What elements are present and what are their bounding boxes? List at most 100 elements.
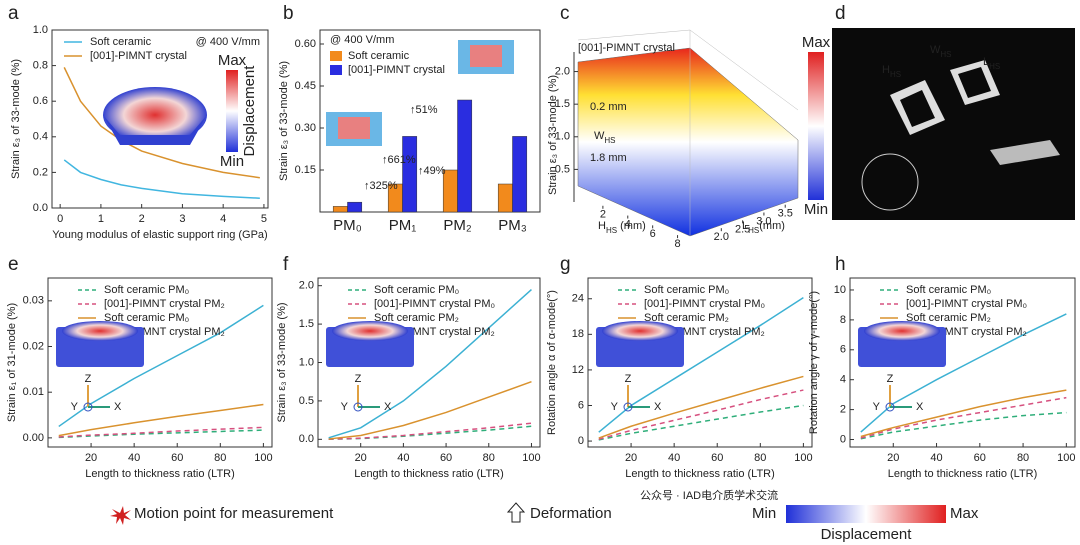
y-axis-label-sub: HS	[748, 226, 759, 235]
inset-axis-label: X	[654, 401, 662, 413]
inset-render	[338, 117, 370, 139]
x-tick-label: 40	[668, 452, 680, 464]
series-line	[58, 304, 264, 428]
inset-render	[103, 87, 207, 143]
inset-render	[864, 321, 940, 341]
footer-label: Displacement	[821, 526, 913, 543]
y-axis-label-tail: (mm)	[759, 220, 785, 232]
inset-axis	[353, 402, 363, 412]
colorbar-max: Max	[218, 52, 247, 69]
annotation: ↑51%	[410, 104, 438, 116]
z-tick-label: 0.5	[555, 163, 570, 175]
inset-axis-label: Y	[341, 401, 349, 413]
x-tick-label: 20	[887, 452, 899, 464]
x-tick-label: 100	[1057, 452, 1075, 464]
surface-box	[577, 29, 799, 236]
x-tick-label: 40	[930, 452, 942, 464]
series-line	[860, 389, 1067, 438]
y-tick-label: 0.01	[23, 386, 44, 398]
x-tick-label: 5	[261, 213, 267, 225]
axis-tick-label: 8	[674, 238, 680, 250]
note: @ 400 V/mm	[330, 34, 394, 46]
y-tick-label: 0	[578, 435, 584, 447]
x-axis-label-tail: (mm)	[617, 220, 646, 232]
x-tick-label: 20	[355, 452, 367, 464]
series-line	[860, 411, 1067, 440]
series-line	[328, 288, 532, 439]
y-tick-label: 2.0	[299, 280, 314, 292]
x-tick-label: 0	[57, 213, 63, 225]
x-tick-label: 80	[214, 452, 226, 464]
photo-label-sub: HS	[989, 62, 1000, 71]
watermark: 公众号 · IAD电介质学术交流	[640, 488, 778, 502]
inset-render	[62, 321, 138, 341]
legend-swatch	[330, 51, 342, 61]
axis-tick-label: 2.0	[714, 231, 729, 243]
x-axis-label: HHS (mm)	[598, 220, 646, 235]
inset-axis	[885, 402, 895, 412]
x-tick-label: 100	[522, 452, 540, 464]
legend-label: [001]-PIMNT crystal	[348, 64, 445, 76]
plot-frame	[849, 277, 1076, 448]
annotation: WHS	[594, 130, 616, 145]
legend-label: Soft ceramic PM₂	[374, 312, 459, 324]
annotation-main: W	[594, 130, 605, 142]
panel-letter: g	[560, 254, 571, 275]
x-tick-label: 60	[974, 452, 986, 464]
x-tick-label: 40	[128, 452, 140, 464]
x-tick-label: 60	[711, 452, 723, 464]
footer-label: Deformation	[530, 505, 612, 522]
x-tick-label: 80	[1017, 452, 1029, 464]
x-tick-label: PM₃	[498, 217, 527, 234]
inset-axis-label: Z	[355, 373, 362, 385]
y-tick-label: 1.5	[299, 318, 314, 330]
panel-letter: h	[835, 254, 846, 275]
y-tick-label: 4	[840, 374, 846, 386]
y-tick-label: 0.60	[295, 38, 316, 50]
y-tick-label: 0.2	[33, 166, 48, 178]
y-tick-label: 24	[572, 293, 584, 305]
series-line	[598, 389, 804, 441]
series-line	[328, 380, 532, 440]
axis-tick-label: 4	[625, 218, 631, 230]
photo-label-sub: HS	[940, 50, 951, 59]
colorbar	[226, 70, 238, 152]
x-tick-label: PM₀	[333, 217, 362, 234]
y-tick-label: 6	[840, 344, 846, 356]
photo-label-main: H	[882, 64, 890, 76]
x-axis-label: Length to thickness ratio (LTR)	[85, 468, 235, 480]
y-axis-label: LHS(mm)	[742, 220, 785, 235]
photo-label: WHS	[930, 44, 952, 59]
y-tick-label: 0.8	[33, 60, 48, 72]
axis-tick-label: 3.0	[756, 215, 771, 227]
motion-star	[110, 506, 131, 525]
y-axis-label: Strain ε₃ of 33-mode (%)	[278, 61, 290, 181]
series-line	[598, 375, 804, 439]
inset-axis	[623, 402, 633, 412]
annotation: ↑49%	[418, 165, 446, 177]
z-tick-label: 1.5	[555, 98, 570, 110]
legend-label: [001]-PIMNT crystal	[90, 50, 187, 62]
y-axis-label: Rotation angle α of α-mode(°)	[546, 290, 558, 435]
z-axis-label: Strain ε₃ of 33-mode (%)	[547, 75, 559, 195]
y-tick-label: 0.45	[295, 80, 316, 92]
footer-min: Min	[752, 505, 776, 522]
legend-label: [001]-PIMNT crystal PM₀	[374, 298, 495, 310]
x-tick-label: PM₁	[389, 217, 417, 234]
legend-label: Soft ceramic	[90, 36, 152, 48]
x-tick-label: 100	[254, 452, 272, 464]
x-tick-label: 40	[397, 452, 409, 464]
y-tick-label: 10	[834, 284, 846, 296]
x-tick-label: 2	[139, 213, 145, 225]
x-tick-label: 80	[754, 452, 766, 464]
inset-axis-label: Z	[85, 373, 92, 385]
panel-letter: a	[8, 3, 19, 24]
annotation: ↑325%	[364, 180, 398, 192]
axis-tick-label: 2.5	[735, 223, 750, 235]
series-line	[58, 426, 264, 438]
plot-frame	[319, 29, 541, 213]
series-line	[860, 396, 1067, 439]
legend-label: Soft ceramic PM₀	[644, 284, 729, 296]
x-tick-label: 20	[85, 452, 97, 464]
